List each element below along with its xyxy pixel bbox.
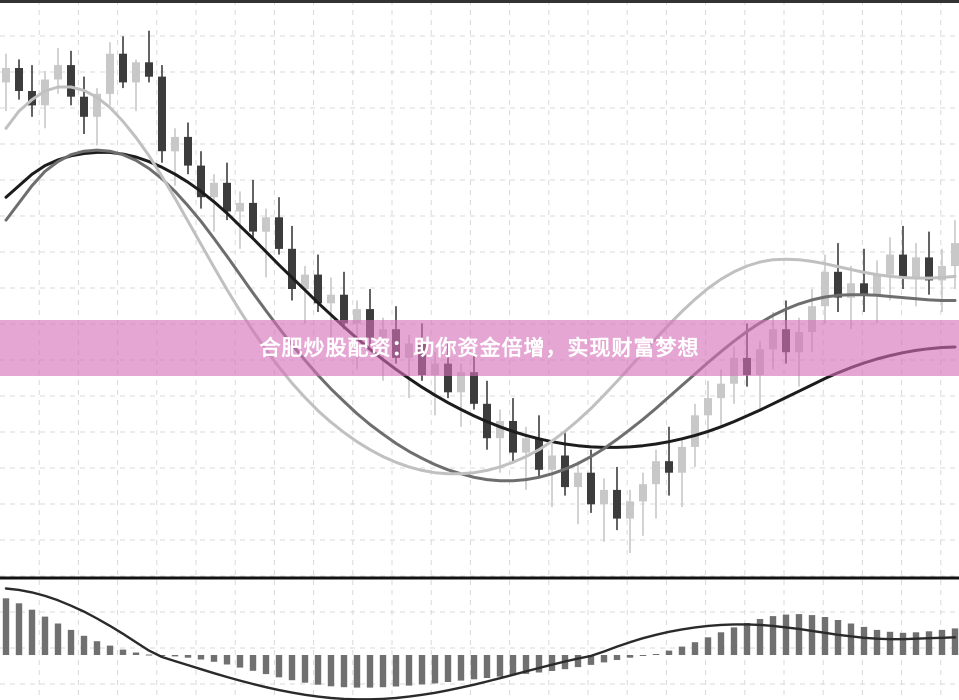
macd-histogram bbox=[2, 598, 959, 688]
macd-signal-line bbox=[4, 587, 957, 700]
ma-line-ma-slow bbox=[4, 150, 957, 449]
moving-average-lines bbox=[4, 85, 957, 483]
candlestick-series bbox=[2, 30, 959, 553]
ma-line-ma-fast bbox=[4, 85, 957, 476]
